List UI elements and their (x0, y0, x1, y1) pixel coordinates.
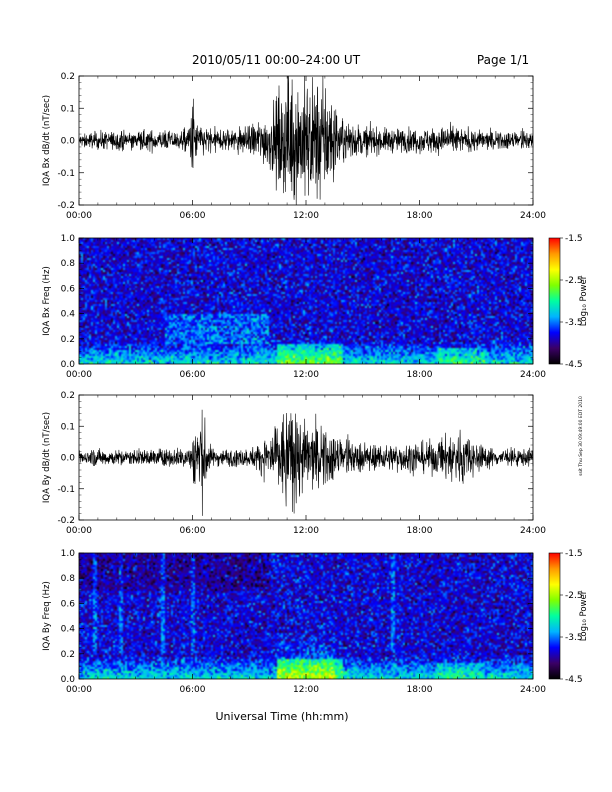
panel-3: 00:00 06:00 12:00 18:00 24:00 0.2 0.1 0.0 -0.1 -0… (42, 391, 546, 536)
y-tick-label: 0.8 (61, 259, 76, 269)
x-tick-label: 12:00 (293, 526, 319, 536)
y-tick-label: 0.1 (61, 422, 75, 432)
y-axis-title: IQA By dB/dt (nT/sec) (42, 412, 52, 503)
y-tick-label: 0.0 (61, 360, 76, 370)
x-tick-label: 18:00 (407, 211, 433, 221)
y-tick-label: 0.8 (61, 574, 76, 584)
y-axis-title: IQA By Freq (Hz) (42, 581, 52, 651)
x-tick-label: 00:00 (66, 526, 92, 536)
y-tick-label: 0.6 (61, 599, 76, 609)
x-tick-label: 24:00 (520, 211, 546, 221)
x-tick-label: 18:00 (407, 526, 433, 536)
y-tick-label: 0.0 (61, 675, 76, 685)
colorbar-title: Log₁₀ Power (579, 275, 589, 326)
colorbar: -1.5 -2.5 -3.5 -4.5 Log₁₀ Power (548, 234, 589, 370)
y-tick-label: 0.4 (61, 625, 76, 635)
x-axis-title: Universal Time (hh:mm) (216, 710, 349, 723)
waveform-trace (78, 75, 534, 206)
x-tick-label: 06:00 (180, 211, 206, 221)
colorbar-tick-label: -1.5 (565, 549, 583, 559)
x-tick-label: 24:00 (520, 685, 546, 695)
y-tick-label: 0.2 (61, 72, 75, 82)
x-tick-label: 06:00 (180, 685, 206, 695)
colorbar-tick-label: -4.5 (565, 360, 583, 370)
colorbar-tick-label: -2.5 (565, 276, 583, 286)
panel-2: -1.5 -2.5 -3.5 -4.5 Log₁₀ Power 00:00 06:00 12:… (42, 234, 589, 380)
panels: 00:00 06:00 12:00 18:00 24:00 0.2 0.1 0.0 -0.1 -0… (42, 72, 589, 695)
y-tick-label: 0.2 (61, 650, 75, 660)
colorbar-scale (548, 552, 561, 680)
y-tick-label: 0.4 (61, 310, 76, 320)
x-tick-label: 06:00 (180, 526, 206, 536)
x-tick-label: 12:00 (293, 370, 319, 380)
y-axis-title: IQA Bx Freq (Hz) (42, 266, 52, 336)
colorbar: -1.5 -2.5 -3.5 -4.5 Log₁₀ Power (548, 549, 589, 685)
y-tick-label: -0.2 (57, 201, 75, 211)
colorbar-tick-label: -1.5 (565, 234, 583, 244)
colorbar-tick-label: -4.5 (565, 675, 583, 685)
y-tick-label: -0.1 (57, 169, 75, 179)
panel-1: 00:00 06:00 12:00 18:00 24:00 0.2 0.1 0.0 -0.1 -0… (42, 72, 546, 221)
x-tick-label: 00:00 (66, 211, 92, 221)
y-tick-label: -0.1 (57, 485, 75, 495)
x-tick-label: 18:00 (407, 685, 433, 695)
y-tick-label: 0.0 (61, 137, 76, 147)
spectrogram-image (79, 553, 533, 679)
page-indicator: Page 1/1 (477, 53, 529, 67)
x-tick-label: 12:00 (293, 211, 319, 221)
colorbar-tick-label: -3.5 (565, 633, 583, 643)
x-tick-label: 24:00 (520, 370, 546, 380)
spectrogram-image (79, 238, 533, 364)
y-tick-label: 0.6 (61, 284, 76, 294)
x-tick-label: 06:00 (180, 370, 206, 380)
y-axis-title: IQA Bx dB/dt (nT/sec) (42, 95, 52, 186)
figure-title: 2010/05/11 00:00–24:00 UT (192, 53, 361, 67)
y-tick-label: 0.2 (61, 391, 75, 401)
x-tick-label: 24:00 (520, 526, 546, 536)
y-tick-label: 0.0 (61, 454, 76, 464)
timestamp-stamp: ssit Thu Sep 30 09:49:00 EDT 2010 (578, 396, 584, 476)
y-tick-label: 0.1 (61, 104, 75, 114)
colorbar-title: Log₁₀ Power (579, 590, 589, 641)
x-tick-label: 12:00 (293, 685, 319, 695)
y-tick-label: -0.2 (57, 516, 75, 526)
x-tick-label: 00:00 (66, 370, 92, 380)
y-tick-label: 1.0 (61, 234, 76, 244)
colorbar-tick-label: -2.5 (565, 591, 583, 601)
x-tick-label: 18:00 (407, 370, 433, 380)
colorbar-scale (548, 237, 561, 365)
y-tick-label: 1.0 (61, 549, 76, 559)
y-tick-label: 0.2 (61, 335, 75, 345)
panel-4: -1.5 -2.5 -3.5 -4.5 Log₁₀ Power 00:00 06:00 12:… (42, 549, 589, 695)
colorbar-tick-label: -3.5 (565, 318, 583, 328)
x-tick-label: 00:00 (66, 685, 92, 695)
waveform-trace (78, 409, 534, 516)
